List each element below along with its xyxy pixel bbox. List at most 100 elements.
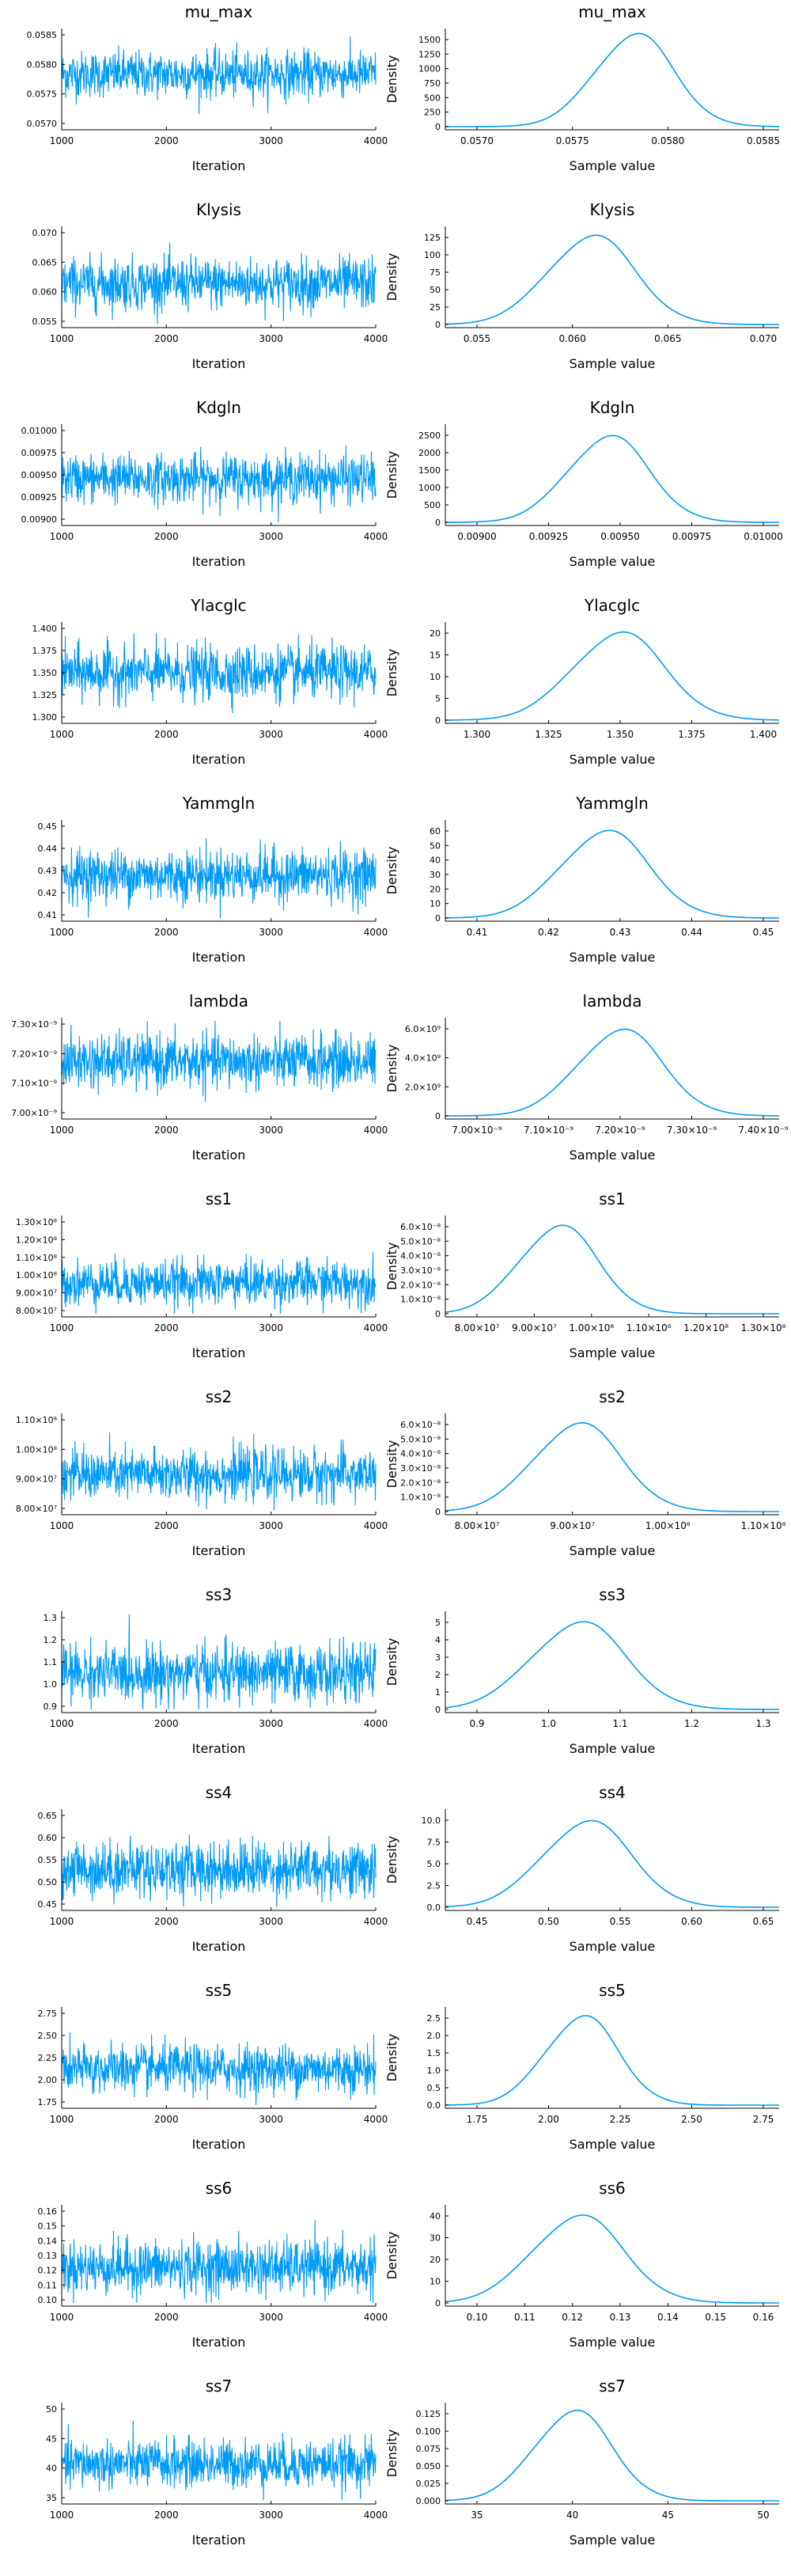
density-y-tick-label-Klysis: 125	[424, 233, 441, 243]
trace-x-tick-label-lambda: 4000	[364, 1125, 388, 1136]
density-y-tick-label-ss4: 10.0	[422, 1815, 441, 1826]
density-y-tick-label-ss1: 5.0×10⁻⁸	[400, 1236, 441, 1246]
trace-y-tick-label-Kdgln: 0.01000	[21, 426, 58, 436]
density-x-tick-label-ss5: 2.75	[753, 2114, 774, 2125]
density-title-mu_max: mu_max	[578, 2, 646, 21]
density-y-tick-label-Kdgln: 2500	[418, 431, 441, 441]
trace-y-tick-label-ss1: 1.00×10⁸	[16, 1270, 58, 1280]
density-xlabel-ss2: Sample value	[570, 1543, 656, 1558]
density-y-tick-label-Kdgln: 1500	[418, 465, 441, 476]
trace-y-tick-label-lambda: 7.00×10⁻⁹	[11, 1108, 57, 1118]
trace-x-tick-label-ss1: 1000	[50, 1322, 74, 1334]
trace-xlabel-ss1: Iteration	[192, 1345, 246, 1360]
density-y-tick-label-ss1: 1.0×10⁻⁸	[400, 1295, 441, 1305]
density-x-tick-label-mu_max: 0.0580	[651, 135, 684, 146]
trace-x-tick-label-ss6: 3000	[259, 2312, 283, 2323]
density-y-tick-label-ss2: 4.0×10⁻⁸	[400, 1449, 441, 1459]
density-x-tick-label-Yammgln: 0.45	[753, 927, 774, 938]
density-x-tick-label-ss1: 8.00×10⁷	[455, 1322, 500, 1334]
trace-xlabel-ss3: Iteration	[192, 1741, 246, 1756]
trace-series-Klysis	[61, 242, 377, 325]
density-y-tick-label-ss5: 2.5	[427, 2013, 441, 2024]
density-ylabel-ss6: Density	[384, 2232, 399, 2280]
density-y-tick-label-mu_max: 750	[424, 78, 441, 89]
density-x-tick-label-Ylacglc: 1.375	[678, 729, 705, 740]
density-x-tick-label-ss3: 1.0	[541, 1718, 556, 1729]
trace-x-tick-label-mu_max: 3000	[259, 135, 283, 146]
trace-y-tick-label-ss2: 1.00×10⁸	[16, 1444, 58, 1455]
trace-y-tick-label-ss5: 2.75	[38, 2009, 58, 2019]
density-x-tick-label-ss1: 9.00×10⁷	[512, 1322, 557, 1334]
trace-y-tick-label-Ylacglc: 1.300	[32, 712, 58, 723]
trace-series-ss2	[61, 1432, 377, 1511]
trace-x-tick-label-mu_max: 4000	[364, 135, 388, 146]
density-ylabel-Kdgln: Density	[384, 451, 399, 499]
density-xlabel-ss7: Sample value	[570, 2532, 656, 2548]
density-y-tick-label-ss2: 1.0×10⁻⁸	[400, 1493, 441, 1503]
density-title-Ylacglc: Ylacglc	[584, 596, 640, 615]
density-y-tick-label-Ylacglc: 5	[435, 694, 441, 704]
trace-y-tick-label-ss6: 0.16	[38, 2206, 58, 2217]
trace-x-tick-label-ss1: 2000	[154, 1322, 179, 1334]
density-ylabel-ss7: Density	[384, 2430, 399, 2478]
trace-y-tick-label-ss3: 1.2	[44, 1635, 58, 1645]
trace-x-tick-label-ss7: 2000	[154, 2510, 179, 2521]
trace-xlabel-ss5: Iteration	[192, 2137, 246, 2152]
density-x-tick-label-ss1: 1.30×10⁸	[741, 1322, 786, 1334]
density-curve-Klysis	[445, 234, 779, 325]
trace-x-tick-label-ss5: 1000	[50, 2114, 74, 2125]
trace-y-tick-label-Yammgln: 0.42	[38, 888, 58, 898]
density-x-tick-label-mu_max: 0.0585	[747, 135, 780, 146]
trace-title-ss4: ss4	[206, 1783, 233, 1802]
trace-x-tick-label-ss3: 4000	[364, 1718, 388, 1729]
density-xlabel-Yammgln: Sample value	[570, 950, 656, 965]
density-y-tick-label-ss6: 40	[430, 2211, 441, 2221]
density-curve-Yammgln	[445, 829, 779, 919]
trace-x-tick-label-ss3: 2000	[154, 1718, 179, 1729]
density-x-tick-label-ss4: 0.60	[681, 1916, 702, 1927]
density-y-tick-label-Ylacglc: 15	[430, 651, 441, 661]
density-x-tick-label-Kdgln: 0.00975	[672, 531, 712, 542]
density-y-tick-label-ss7: 0.050	[416, 2461, 441, 2472]
trace-y-tick-label-ss1: 8.00×10⁷	[16, 1306, 57, 1316]
trace-y-tick-label-Yammgln: 0.43	[38, 866, 58, 876]
trace-y-tick-label-ss7: 45	[46, 2434, 57, 2444]
trace-series-Yammgln	[61, 838, 377, 919]
density-y-tick-label-Yammgln: 20	[430, 884, 441, 894]
density-x-tick-label-ss5: 2.00	[538, 2114, 559, 2125]
density-title-ss7: ss7	[599, 2377, 626, 2396]
trace-y-tick-label-Klysis: 0.060	[32, 287, 58, 298]
trace-x-tick-label-mu_max: 2000	[154, 135, 179, 146]
density-title-ss4: ss4	[599, 1783, 626, 1802]
trace-title-ss3: ss3	[206, 1585, 233, 1604]
trace-title-mu_max: mu_max	[185, 2, 253, 21]
trace-y-tick-label-Klysis: 0.055	[32, 317, 58, 327]
trace-y-tick-label-mu_max: 0.0585	[27, 30, 58, 40]
trace-x-tick-label-ss2: 1000	[50, 1520, 74, 1531]
density-x-tick-label-Kdgln: 0.00900	[457, 531, 497, 542]
trace-series-ss1	[61, 1252, 377, 1315]
density-curve-ss5	[445, 2015, 779, 2106]
density-y-tick-label-mu_max: 250	[424, 108, 441, 118]
density-title-ss6: ss6	[599, 2179, 626, 2198]
density-ylabel-Ylacglc: Density	[384, 649, 399, 697]
trace-title-Klysis: Klysis	[196, 200, 241, 219]
density-title-ss2: ss2	[599, 1387, 626, 1406]
trace-title-lambda: lambda	[189, 992, 248, 1011]
density-y-tick-label-ss1: 2.0×10⁻⁸	[400, 1280, 441, 1290]
density-curve-Ylacglc	[445, 631, 779, 721]
density-y-tick-label-mu_max: 1250	[418, 49, 441, 59]
density-x-tick-label-ss6: 0.11	[514, 2312, 536, 2323]
density-x-tick-label-Klysis: 0.065	[654, 333, 681, 344]
trace-y-tick-label-ss7: 35	[46, 2493, 57, 2503]
density-x-tick-label-ss3: 0.9	[469, 1718, 484, 1729]
density-x-tick-label-ss5: 1.75	[467, 2114, 488, 2125]
density-y-tick-label-ss1: 6.0×10⁻⁸	[400, 1222, 441, 1232]
density-x-tick-label-ss7: 40	[566, 2510, 578, 2521]
density-y-tick-label-mu_max: 1500	[418, 35, 441, 45]
density-xlabel-Kdgln: Sample value	[570, 554, 656, 569]
density-title-Kdgln: Kdgln	[590, 398, 635, 417]
density-y-tick-label-ss4: 2.5	[427, 1881, 441, 1891]
density-title-Klysis: Klysis	[590, 200, 635, 219]
density-y-tick-label-ss5: 1.0	[427, 2066, 441, 2076]
